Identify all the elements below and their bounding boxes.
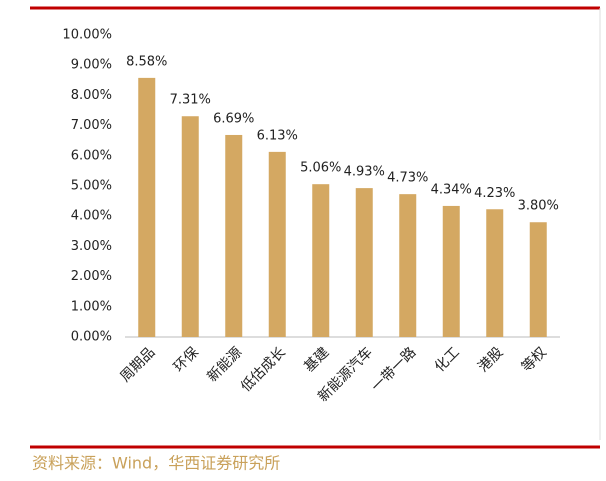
- value-label: 3.80%: [518, 199, 559, 214]
- bar: [399, 194, 417, 337]
- value-label: 4.34%: [431, 182, 472, 197]
- bar: [355, 188, 373, 337]
- x-tick-label: 周期品: [117, 344, 158, 385]
- x-tick-label: 一带一路: [368, 344, 419, 395]
- bar: [138, 77, 156, 337]
- bar: [529, 222, 547, 337]
- x-tick-label: 化工: [432, 344, 463, 375]
- y-tick-label: 6.00%: [71, 148, 112, 163]
- bar: [486, 209, 504, 337]
- x-tick-label: 港股: [475, 344, 506, 375]
- x-tick-label: 低估成长: [238, 344, 289, 395]
- y-tick-label: 1.00%: [71, 299, 112, 314]
- value-label: 4.23%: [474, 186, 515, 201]
- value-label: 6.13%: [257, 128, 298, 143]
- value-label: 4.73%: [387, 171, 428, 186]
- bar: [312, 184, 330, 337]
- value-label: 6.69%: [213, 111, 254, 126]
- y-tick-label: 10.00%: [62, 28, 112, 43]
- value-label: 8.58%: [126, 54, 167, 69]
- y-tick-label: 3.00%: [71, 239, 112, 254]
- source-note: 资料来源：Wind，华西证券研究所: [32, 454, 280, 473]
- value-label: 5.06%: [300, 161, 341, 176]
- x-tick-label: 基建: [301, 344, 333, 376]
- x-tick-label: 新能源: [204, 344, 245, 385]
- y-tick-label: 2.00%: [71, 269, 112, 284]
- value-label: 7.31%: [170, 93, 211, 108]
- value-label: 4.93%: [344, 165, 385, 180]
- bar: [442, 205, 460, 337]
- y-tick-label: 9.00%: [71, 58, 112, 73]
- y-tick-label: 8.00%: [71, 88, 112, 103]
- y-tick-label: 0.00%: [71, 330, 112, 345]
- y-tick-label: 7.00%: [71, 118, 112, 133]
- bar: [181, 116, 199, 337]
- y-tick-label: 4.00%: [71, 209, 112, 224]
- x-tick-label: 等权: [518, 344, 550, 376]
- x-tick-label: 环保: [171, 344, 202, 375]
- bar: [268, 151, 286, 337]
- bar: [225, 134, 243, 337]
- y-tick-label: 5.00%: [71, 179, 112, 194]
